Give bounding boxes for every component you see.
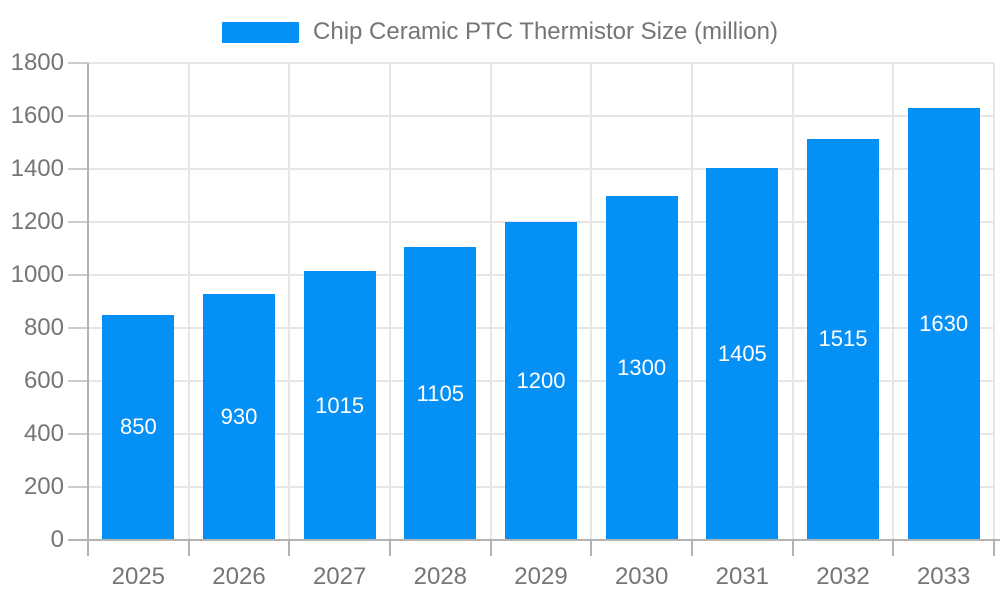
bar-value-label: 1630 (919, 311, 969, 337)
x-axis-label: 2025 (111, 563, 166, 590)
gridline-vertical (590, 63, 593, 540)
y-axis-line (87, 63, 89, 540)
x-axis-tick (288, 540, 291, 556)
x-axis-tick (489, 540, 492, 556)
x-axis-tick (187, 540, 190, 556)
bar-value-label: 930 (220, 403, 258, 429)
x-axis-label: 2026 (212, 563, 266, 590)
legend-item[interactable]: Chip Ceramic PTC Thermistor Size (millio… (222, 15, 778, 49)
gridline-horizontal (88, 115, 994, 117)
y-axis-label: 800 (23, 314, 64, 341)
x-axis-tick (87, 540, 89, 556)
y-axis-label: 400 (23, 420, 64, 447)
gridline-vertical (187, 63, 190, 540)
legend-label: Chip Ceramic PTC Thermistor Size (millio… (313, 18, 778, 45)
y-axis-label: 0 (50, 526, 64, 553)
gridline-vertical (489, 63, 492, 540)
y-axis-label: 600 (23, 367, 64, 394)
gridline-horizontal (88, 62, 994, 64)
gridline-vertical (791, 63, 794, 540)
x-axis-tick (993, 540, 995, 556)
gridline-vertical (892, 63, 895, 540)
y-axis-tick (68, 274, 88, 276)
gridline-vertical (993, 63, 995, 540)
x-axis-label: 2032 (816, 563, 870, 590)
gridline-vertical (389, 63, 391, 540)
y-axis-label: 1000 (10, 261, 64, 288)
x-axis-tick (691, 540, 693, 556)
y-axis-tick (68, 115, 88, 117)
bar (807, 138, 879, 540)
legend-swatch (222, 21, 300, 43)
bar (203, 293, 275, 540)
y-axis-tick (68, 486, 88, 488)
bar (404, 247, 477, 540)
gridline-vertical (288, 63, 291, 540)
bar (706, 167, 779, 540)
x-axis-label: 2029 (514, 563, 568, 590)
x-axis-label: 2031 (715, 563, 770, 590)
bar-value-label: 1515 (818, 326, 868, 352)
x-axis-tick (892, 540, 895, 556)
bar-value-label: 1300 (617, 354, 667, 380)
y-axis-label: 1600 (10, 102, 64, 129)
x-axis-tick (791, 540, 794, 556)
y-axis-tick (68, 221, 88, 223)
y-axis-label: 200 (23, 473, 64, 500)
y-axis-tick (68, 327, 88, 329)
x-axis-line (68, 539, 1000, 541)
y-axis-tick (68, 380, 88, 382)
x-axis-label: 2033 (916, 563, 971, 590)
y-axis-tick (68, 62, 88, 64)
x-axis-label: 2030 (614, 563, 669, 590)
bar-value-label: 1105 (416, 380, 464, 406)
bar-value-label: 1200 (516, 368, 566, 393)
x-axis-label: 2027 (312, 563, 367, 590)
bar-value-label: 1405 (717, 340, 767, 366)
x-axis-label: 2028 (413, 563, 468, 590)
bar (505, 222, 577, 540)
y-axis-tick (68, 433, 88, 435)
gridline-vertical (691, 63, 693, 540)
y-axis-label: 1200 (10, 208, 64, 235)
bar (605, 195, 678, 540)
gridline-horizontal (88, 168, 994, 170)
bar (303, 271, 376, 540)
y-axis-label: 1800 (10, 49, 64, 76)
bar (907, 108, 980, 540)
y-axis-label: 1400 (10, 155, 64, 182)
bar-value-label: 850 (119, 414, 157, 440)
bar-value-label: 1015 (315, 392, 365, 418)
x-axis-tick (389, 540, 391, 556)
bar (102, 314, 175, 540)
x-axis-tick (590, 540, 593, 556)
y-axis-tick (68, 168, 88, 170)
